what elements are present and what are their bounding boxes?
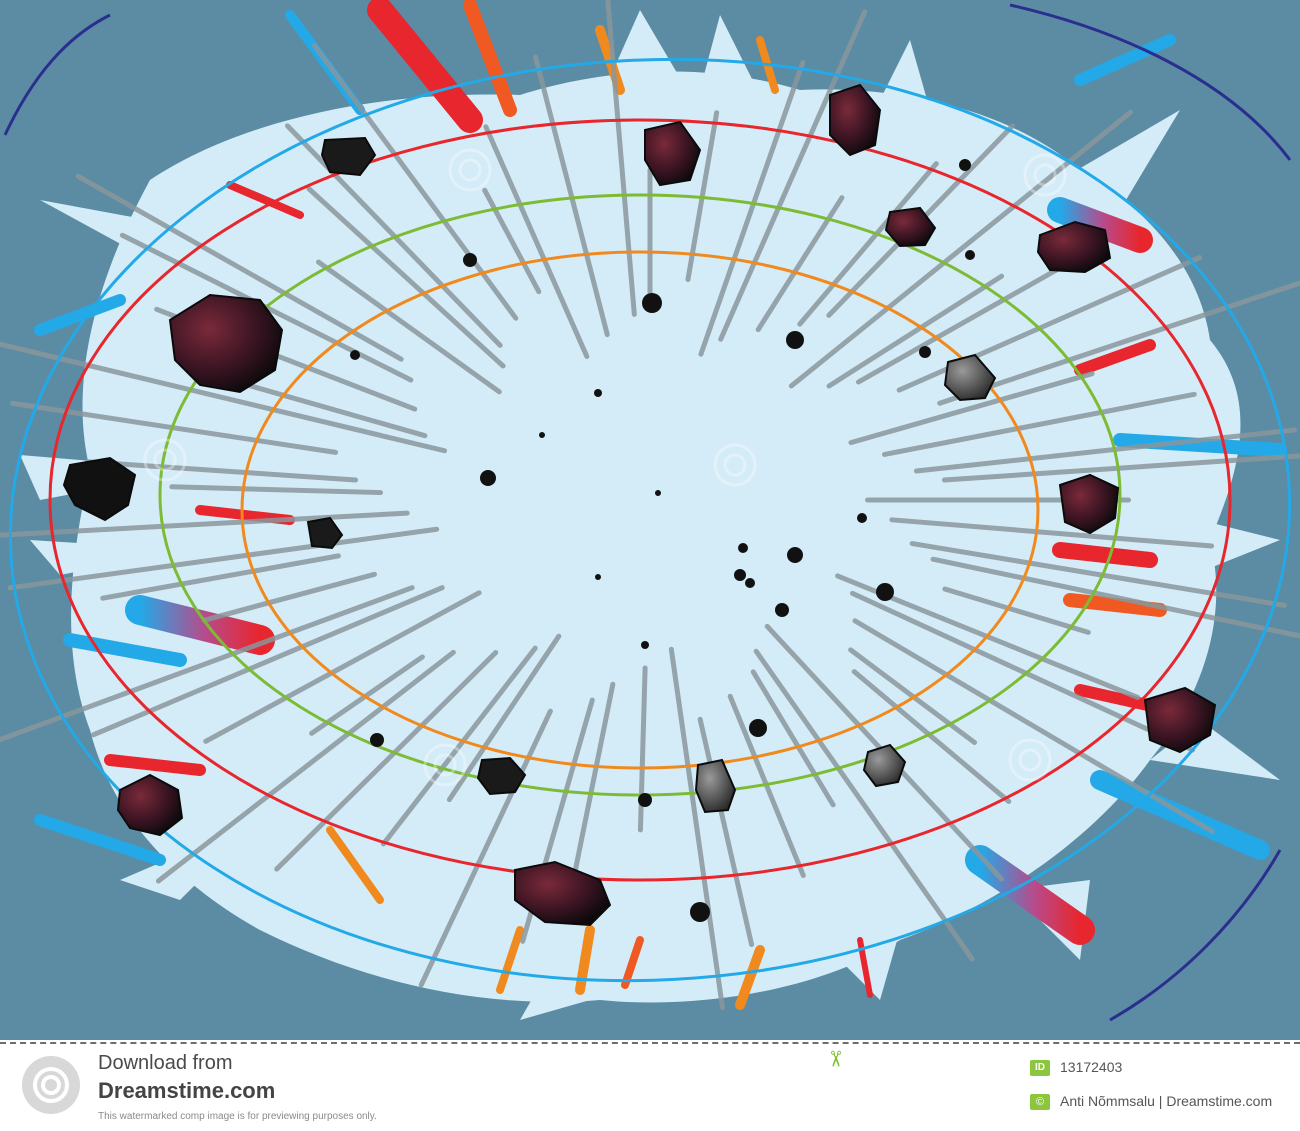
asteroid [116, 773, 184, 837]
speed-line [937, 280, 1300, 406]
speed-line [788, 109, 1133, 389]
ring-navy-bottom [1109, 849, 1282, 1022]
speed-line [851, 669, 1012, 804]
splash-burst [20, 10, 1280, 1020]
ring-blue [8, 57, 1292, 983]
dreamstime-logo-icon [22, 1056, 80, 1114]
asteroid [306, 516, 344, 550]
speed-line [697, 716, 755, 948]
asteroid [943, 353, 997, 402]
speed-line [941, 453, 1300, 483]
asteroid [1058, 473, 1120, 535]
speed-line [90, 585, 445, 738]
speed-line [0, 341, 448, 454]
speed-line [100, 553, 341, 601]
speed-line [201, 571, 378, 623]
speed-line [274, 650, 499, 872]
speed-line [203, 590, 482, 744]
speed-line [605, 0, 637, 317]
debris-dots [350, 159, 975, 922]
ring-navy-right [1009, 3, 1292, 161]
ring-orange [240, 250, 1040, 770]
asteroid-large-left [168, 293, 284, 394]
speed-line [482, 187, 542, 295]
speed-line [797, 161, 939, 327]
speed-line [7, 526, 440, 591]
copyright-icon: © [1030, 1094, 1050, 1110]
speed-line [315, 259, 502, 395]
asteroid [862, 743, 907, 788]
speed-line [698, 60, 806, 357]
concentric-rings [3, 3, 1292, 1022]
asteroid [1036, 220, 1112, 274]
watermark-footer: Download from Dreamstime.com This waterm… [0, 1040, 1300, 1131]
speed-line [309, 654, 425, 736]
speed-line [848, 371, 1095, 446]
asteroid [1143, 686, 1217, 754]
ring-green [158, 193, 1122, 797]
speed-line [909, 541, 1287, 608]
radial-speed-lines [0, 0, 1300, 1011]
author-credit[interactable]: Anti Nõmmsalu | Dreamstime.com [1060, 1093, 1273, 1109]
speed-line [569, 681, 616, 889]
id-badge: ID [1030, 1060, 1050, 1076]
speed-line [483, 124, 590, 359]
speed-line [533, 54, 610, 338]
ring-navy [3, 13, 111, 136]
preview-disclaimer: This watermarked comp image is for previ… [98, 1111, 377, 1122]
speed-line [668, 646, 725, 1011]
speed-line [930, 556, 1300, 639]
asteroid [829, 83, 882, 157]
asteroid [514, 860, 612, 927]
speed-line [826, 273, 1005, 389]
speed-line [169, 484, 384, 496]
scissors-icon: ✂ [823, 1049, 849, 1069]
asteroid [694, 758, 737, 814]
watermark-swirls [143, 148, 1067, 787]
asteroid [644, 120, 702, 187]
speed-line [718, 9, 868, 342]
speed-line [75, 173, 404, 362]
speed-line [284, 123, 503, 348]
speed-line [380, 645, 538, 847]
speed-line [155, 649, 456, 884]
image-id: 13172403 [1060, 1059, 1123, 1075]
speed-line [848, 647, 978, 745]
ring-red [48, 118, 1232, 882]
download-label: Download from [98, 1052, 233, 1074]
speed-line [750, 669, 836, 808]
speed-line [913, 427, 1298, 474]
asteroid [476, 756, 527, 796]
asteroid [62, 456, 137, 522]
speed-line [753, 648, 975, 962]
asteroid [884, 206, 937, 248]
asteroid-explosion-illustration [0, 0, 1300, 1040]
speed-line [889, 517, 1215, 549]
speed-line [446, 633, 562, 803]
speed-line [852, 618, 1215, 834]
speed-line [0, 510, 410, 538]
cut-line [0, 1042, 1300, 1044]
speed-line [942, 586, 1091, 635]
speed-line [855, 250, 1090, 385]
speed-line [850, 590, 1196, 753]
speed-line [306, 186, 506, 369]
speed-line [881, 391, 1197, 457]
asteroids [62, 83, 1217, 927]
speed-line [84, 459, 359, 483]
site-name[interactable]: Dreamstime.com [98, 1078, 276, 1103]
speed-line [0, 585, 415, 743]
asteroid [320, 136, 377, 177]
